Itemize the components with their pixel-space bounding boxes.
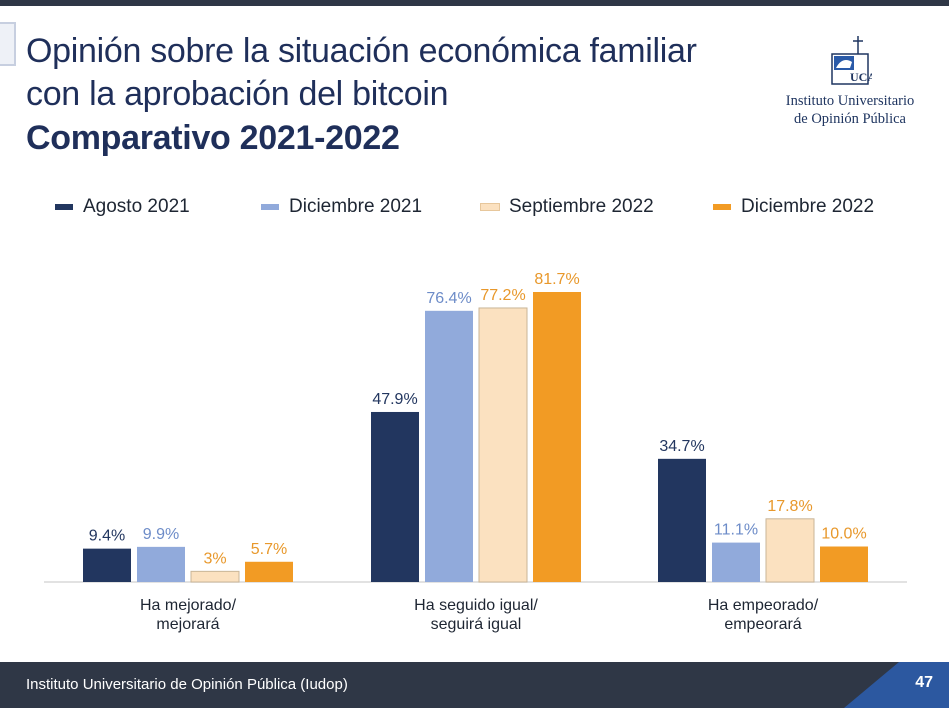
legend-item-2: Diciembre 2021 (261, 196, 422, 218)
bar-1-3 (658, 458, 706, 582)
legend-swatch (261, 204, 279, 210)
bar-4-2 (533, 292, 581, 582)
footer-accent (844, 662, 949, 708)
logo-wordmark: UCA (850, 70, 872, 84)
data-label: 5.7% (251, 541, 287, 558)
logo-org-line-1: Instituto Universitario (785, 93, 915, 109)
legend-label: Diciembre 2021 (289, 196, 423, 217)
legend-label: Agosto 2021 (83, 196, 190, 217)
logo-org-line-2: de Opinión Pública (794, 111, 906, 127)
category-label: Ha mejorado/mejorará (140, 597, 237, 633)
data-label: 77.2% (480, 287, 525, 304)
bar-4-1 (245, 561, 293, 582)
data-label: 9.9% (143, 526, 179, 543)
legend-label: Septiembre 2022 (509, 196, 654, 217)
uca-logo-icon: UCA (831, 36, 872, 85)
bar-2-1 (137, 546, 185, 582)
chart-legend: Agosto 2021 Diciembre 2021 Septiembre 2022… (0, 196, 949, 222)
bar-3-3 (765, 518, 815, 583)
title-line-3: Comparativo 2021-2022 (26, 119, 400, 157)
bar-4-3 (820, 546, 868, 582)
bar-chart: 9.4% 9.9% 3% 5.7% Ha mejorado/mejorará 47.9% 7… (44, 271, 907, 633)
data-label: 34.7% (659, 438, 704, 455)
top-bar (0, 0, 949, 6)
logo-org-name: Instituto Universitario de Opinión Públi… (780, 92, 920, 128)
legend-swatch (55, 204, 73, 210)
data-label: 81.7% (534, 271, 579, 288)
data-label: 3% (203, 550, 226, 567)
legend-item-1: Agosto 2021 (55, 196, 190, 218)
data-label: 10.0% (821, 526, 866, 543)
data-label: 17.8% (767, 498, 812, 515)
title-line-2: con la aprobación del bitcoin (26, 75, 449, 113)
bar-1-2 (371, 411, 419, 582)
data-label: 76.4% (426, 290, 471, 307)
bar-2-2 (425, 310, 473, 582)
title-accent (0, 22, 16, 66)
legend-label: Diciembre 2022 (741, 196, 875, 217)
footer-text: Instituto Universitario de Opinión Públi… (26, 676, 348, 693)
bar-3-1 (190, 570, 240, 583)
data-label: 9.4% (89, 528, 125, 545)
legend-swatch (713, 204, 731, 210)
legend-item-3: Septiembre 2022 (480, 196, 654, 218)
category-label: Ha seguido igual/seguirá igual (414, 597, 538, 633)
bar-1-1 (83, 548, 131, 582)
legend-swatch (480, 203, 500, 211)
title-line-1: Opinión sobre la situación económica fam… (26, 32, 697, 70)
data-label: 47.9% (372, 391, 417, 408)
category-label: Ha empeorado/empeorará (708, 597, 819, 633)
bar-3-2 (478, 307, 528, 583)
page-number: 47 (915, 674, 933, 691)
slide-title: Opinión sobre la situación económica fam… (26, 30, 697, 160)
legend-item-4: Diciembre 2022 (713, 196, 874, 218)
data-label: 11.1% (714, 522, 758, 539)
bar-2-3 (712, 542, 760, 582)
iudop-logo: UCA Instituto Universitario de Opinión P… (780, 36, 920, 128)
footer: Instituto Universitario de Opinión Públi… (0, 662, 949, 708)
